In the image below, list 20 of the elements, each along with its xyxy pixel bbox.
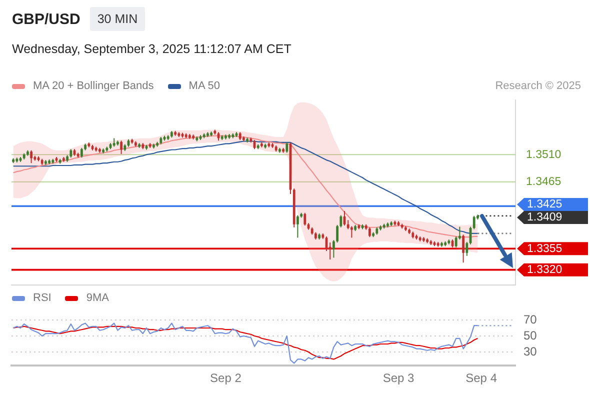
text: Research © 2025 <box>495 80 581 92</box>
ref-line-label: 1.3355 <box>527 242 562 255</box>
legend-label: MA 50 <box>188 80 220 92</box>
y-tick-label: 50 <box>524 328 538 342</box>
ref-line-label: 1.3425 <box>527 198 562 211</box>
y-tick-label: 70 <box>524 312 538 326</box>
legend-label: 9MA <box>86 292 109 304</box>
x-tick-label: Sep 4 <box>466 371 498 386</box>
x-tick-label: Sep 2 <box>210 371 242 386</box>
data-label: 1.3409 <box>527 212 562 224</box>
x-tick-label: Sep 3 <box>382 371 415 386</box>
legend-label: RSI <box>33 292 52 304</box>
chart-subtitle: 30 MIN <box>90 7 145 31</box>
ref-line-label: 1.3510 <box>526 148 562 161</box>
y-tick-label: 30 <box>524 344 538 358</box>
ref-line-label: 1.3320 <box>527 264 562 276</box>
legend-label: MA 20 + Bollinger Bands <box>33 80 154 92</box>
ref-line-label: 1.3465 <box>526 176 562 188</box>
chart-title: GBP/USD <box>12 10 80 28</box>
text: Wednesday, September 3, 2025 11:12:07 AM CET <box>12 42 292 56</box>
